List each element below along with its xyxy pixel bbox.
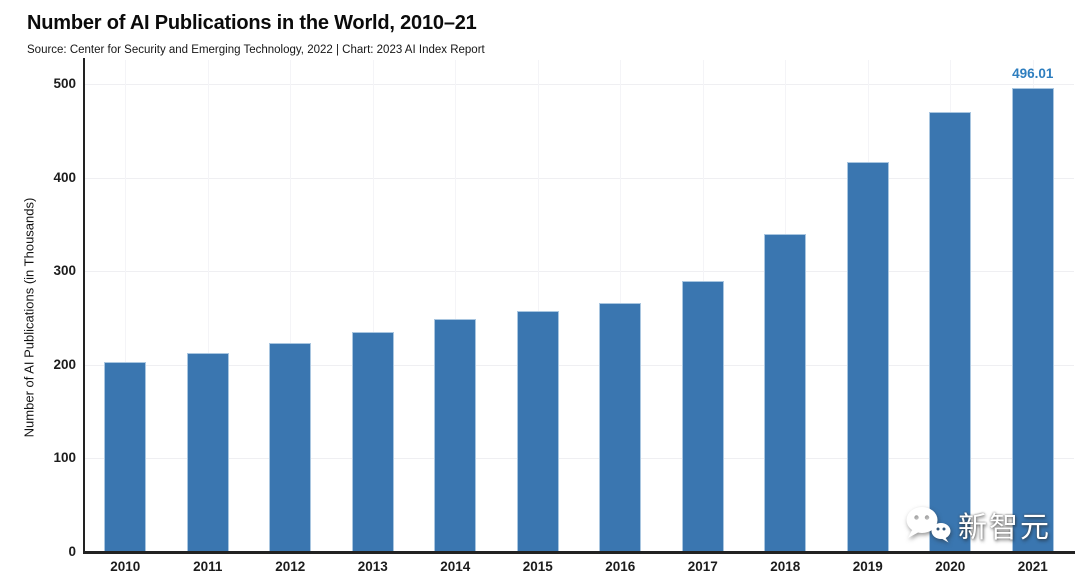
v-gridline-2015 bbox=[537, 60, 539, 552]
bar-2010 bbox=[104, 361, 147, 552]
y-tick-label-200: 200 bbox=[53, 356, 76, 372]
x-axis-line bbox=[83, 551, 1075, 554]
bar-2015 bbox=[516, 311, 559, 552]
x-tick-label-2012: 2012 bbox=[275, 559, 306, 574]
y-tick-label-100: 100 bbox=[53, 450, 76, 466]
v-gridline-2010 bbox=[125, 60, 127, 552]
y-tick-label-400: 400 bbox=[53, 169, 76, 185]
v-gridline-2011 bbox=[207, 60, 209, 552]
bar-2020 bbox=[929, 112, 972, 552]
bar-2019 bbox=[846, 161, 889, 552]
bar-2021 bbox=[1011, 87, 1054, 552]
bar-2012 bbox=[269, 343, 312, 552]
x-tick-label-2015: 2015 bbox=[522, 559, 553, 574]
y-tick-label-0: 0 bbox=[68, 544, 76, 559]
h-gridline-400 bbox=[84, 177, 1074, 179]
v-gridline-2012 bbox=[290, 60, 292, 552]
bar-2018 bbox=[764, 233, 807, 552]
v-gridline-2014 bbox=[455, 60, 457, 552]
bar-2016 bbox=[599, 303, 642, 552]
watermark: 新智元 bbox=[903, 504, 1051, 546]
h-gridline-200 bbox=[84, 364, 1074, 366]
h-gridline-500 bbox=[84, 84, 1074, 85]
x-tick-label-2014: 2014 bbox=[440, 559, 471, 574]
bar-2013 bbox=[351, 332, 394, 552]
x-tick-label-2017: 2017 bbox=[687, 559, 718, 574]
h-gridline-300 bbox=[84, 271, 1074, 273]
y-tick-label-300: 300 bbox=[53, 263, 76, 279]
chart-title: Number of AI Publications in the World, … bbox=[27, 12, 477, 34]
y-tick-label-500: 500 bbox=[53, 76, 76, 91]
watermark-label: 新智元 bbox=[958, 512, 1052, 544]
bar-2011 bbox=[186, 352, 229, 552]
h-gridline-100 bbox=[84, 458, 1074, 460]
x-tick-label-2018: 2018 bbox=[770, 559, 801, 574]
x-tick-label-2011: 2011 bbox=[193, 559, 223, 574]
v-gridline-2013 bbox=[372, 60, 374, 552]
y-axis-title: Number of AI Publications (in Thousands) bbox=[21, 197, 37, 438]
x-tick-label-2016: 2016 bbox=[605, 559, 636, 574]
x-tick-label-2013: 2013 bbox=[357, 559, 388, 574]
bar-2014 bbox=[434, 318, 477, 552]
chart-source-note: Source: Center for Security and Emerging… bbox=[27, 44, 485, 56]
bar-value-label-2021: 496.01 bbox=[1012, 65, 1054, 81]
y-axis-line bbox=[83, 58, 85, 553]
x-tick-label-2020: 2020 bbox=[935, 559, 966, 574]
x-tick-label-2021: 2021 bbox=[1017, 559, 1048, 574]
x-tick-label-2010: 2010 bbox=[110, 559, 141, 574]
x-tick-label-2019: 2019 bbox=[852, 559, 883, 574]
bar-2017 bbox=[681, 281, 724, 552]
wechat-icon bbox=[903, 505, 953, 545]
